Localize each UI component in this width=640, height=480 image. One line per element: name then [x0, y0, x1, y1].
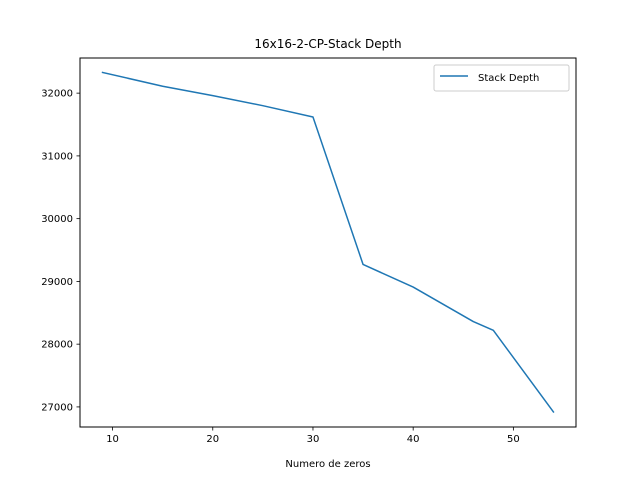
legend-box: [433, 64, 570, 92]
x-axis-ticks: 10 20 30 40 50: [106, 427, 520, 445]
plot-frame: [79, 57, 577, 428]
y-tick-label: 29000: [41, 277, 73, 288]
y-axis-ticks: 27000 28000 29000 30000 31000 32000: [41, 89, 80, 413]
x-tick-label: 30: [307, 434, 320, 445]
series-line-stack-depth: [101, 71, 555, 413]
y-tick-label: 27000: [41, 402, 73, 413]
x-tick-label: 50: [507, 434, 520, 445]
x-tick-label: 20: [206, 434, 219, 445]
y-tick-label: 32000: [41, 89, 73, 100]
x-tick-label: 10: [106, 434, 119, 445]
y-tick-label: 31000: [41, 151, 73, 162]
x-tick-label: 40: [407, 434, 420, 445]
legend-label-stack-depth: Stack Depth: [478, 73, 539, 84]
x-axis-label: Numero de zeros: [285, 459, 370, 470]
plot-series: [101, 71, 555, 413]
legend: Stack Depth: [433, 64, 570, 92]
y-tick-label: 28000: [41, 340, 73, 351]
y-tick-label: 30000: [41, 214, 73, 225]
chart-title: 16x16-2-CP-Stack Depth: [254, 37, 401, 51]
